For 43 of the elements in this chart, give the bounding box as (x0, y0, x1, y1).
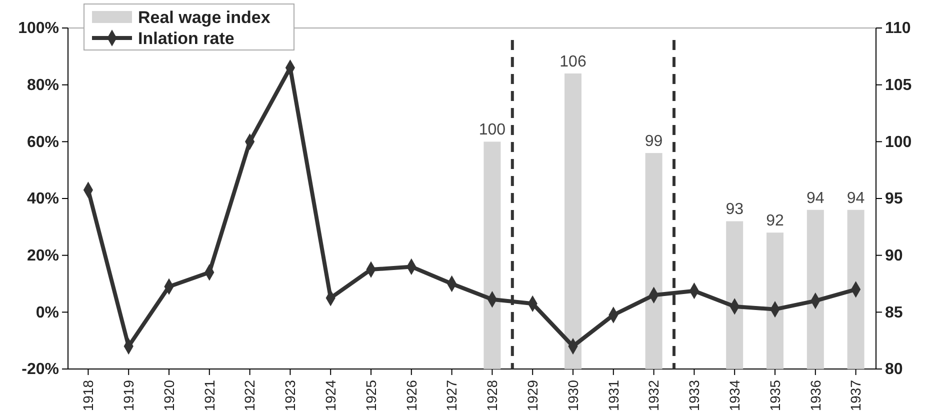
x-tick-label: 1936 (807, 380, 824, 412)
y2-tick-label: 100 (885, 134, 912, 151)
x-tick-label: 1935 (766, 380, 783, 412)
y-tick-label: -20% (22, 361, 59, 378)
y2-tick-label: 110 (885, 20, 911, 38)
data-label: 94 (806, 190, 824, 207)
x-tick-label: 1924 (322, 380, 338, 412)
data-label: 99 (644, 133, 663, 150)
x-tick-label: 1934 (726, 380, 742, 412)
y2-tick-label: 80 (885, 361, 903, 378)
y2-tick-label: 95 (885, 190, 903, 208)
y-tick-label: 100% (18, 20, 59, 38)
x-tick-label: 1927 (444, 380, 460, 412)
x-tick-label: 1931 (605, 380, 622, 412)
x-tick-label: 1925 (362, 380, 379, 412)
legend-label: Real wage index (138, 8, 271, 27)
y2-tick-label: 85 (885, 304, 903, 322)
x-tick-label: 1926 (403, 380, 420, 412)
y-tick-label: 80% (26, 76, 59, 94)
y-tick-label: 0% (36, 304, 59, 322)
data-label: 94 (846, 190, 865, 207)
x-tick-label: 1923 (282, 380, 298, 412)
data-label: 100 (478, 122, 506, 139)
x-tick-label: 1930 (564, 380, 581, 412)
data-label: 93 (726, 201, 744, 218)
x-tick-label: 1932 (646, 380, 662, 412)
y-tick-label: 20% (26, 247, 59, 264)
y2-tick-label: 90 (885, 247, 903, 264)
y-tick-label: 40% (26, 190, 59, 208)
y-tick-label: 60% (26, 134, 59, 151)
x-tick-label: 1918 (80, 380, 96, 412)
x-tick-label: 1919 (120, 380, 136, 412)
x-tick-label: 1933 (686, 380, 702, 412)
x-tick-label: 1920 (160, 380, 177, 412)
x-tick-label: 1929 (524, 380, 540, 412)
data-label: 106 (560, 53, 586, 70)
x-tick-label: 1928 (484, 380, 500, 412)
x-tick-label: 1921 (201, 380, 218, 412)
legend-label: Inlation rate (138, 29, 234, 48)
y2-tick-label: 105 (885, 76, 912, 94)
x-tick-label: 1937 (848, 380, 864, 412)
data-label: 92 (766, 212, 784, 230)
x-tick-label: 1922 (242, 380, 258, 412)
